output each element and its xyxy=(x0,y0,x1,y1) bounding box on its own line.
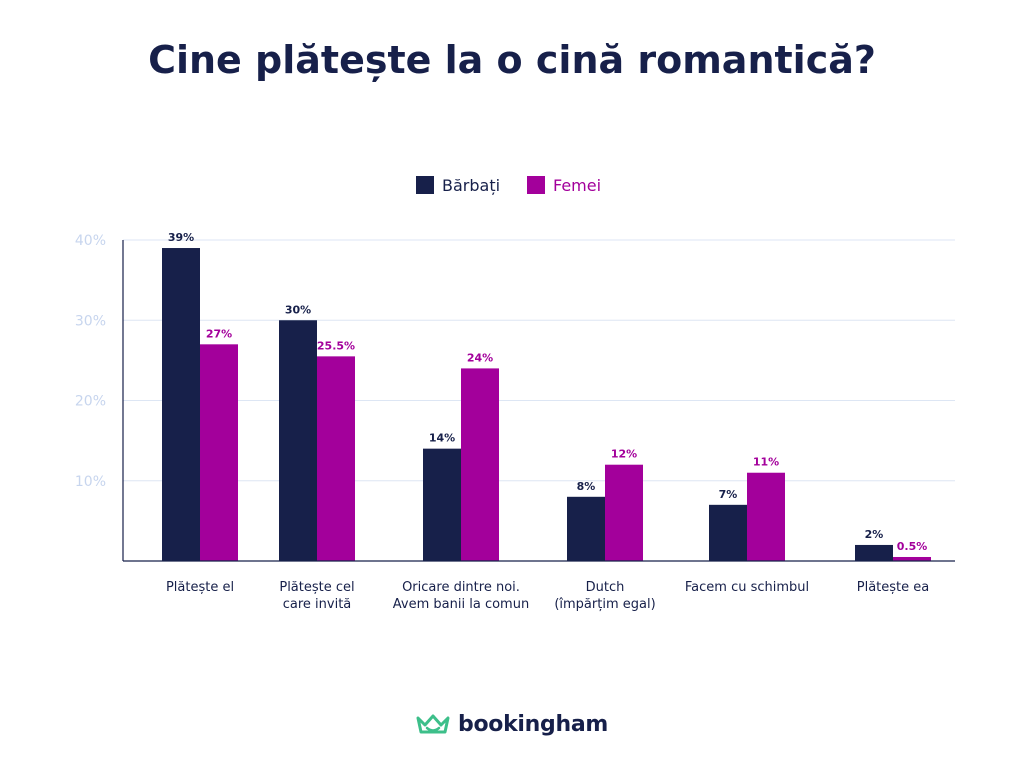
bar-femei xyxy=(317,356,355,561)
y-tick-label: 20% xyxy=(75,394,106,410)
bar-femei xyxy=(461,368,499,561)
category-label-line: care invită xyxy=(283,597,352,612)
legend-swatch xyxy=(527,176,545,194)
category-label: Dutch (împărțim egal) xyxy=(554,580,655,612)
category-label-line: Dutch xyxy=(586,580,625,595)
category-label-line: (împărțim egal) xyxy=(554,597,655,612)
y-tick-label: 40% xyxy=(75,233,106,249)
bar-barbati xyxy=(855,544,893,561)
bar-femei xyxy=(605,464,643,561)
value-label: 8% xyxy=(577,480,596,493)
legend-label: Femei xyxy=(553,176,601,195)
category-label-line: Plătește ea xyxy=(857,580,929,595)
bars xyxy=(162,248,931,561)
legend: Bărbați Femei xyxy=(416,176,601,195)
y-tick-label: 30% xyxy=(75,313,106,329)
category-label-line: Avem banii la comun xyxy=(393,597,529,612)
bar-femei xyxy=(893,556,931,561)
value-label: 24% xyxy=(467,351,493,364)
category-label-line: Plătește el xyxy=(166,580,234,595)
category-label-line: Facem cu schimbul xyxy=(685,580,809,595)
category-label: Plătește ea xyxy=(857,580,929,595)
chart-title: Cine plătește la o cină romantică? xyxy=(148,38,876,82)
bar-barbati xyxy=(162,248,200,561)
value-labels: 39% 30% 14% 8% 7% 2% 27% 25.5% 24% 12% 11% 0.5% xyxy=(168,231,927,553)
value-label: 11% xyxy=(753,456,779,469)
bar-femei xyxy=(200,344,238,561)
legend-swatch xyxy=(416,176,434,194)
value-label: 12% xyxy=(611,448,637,461)
crown-icon xyxy=(416,714,450,733)
value-label: 0.5% xyxy=(897,540,928,553)
value-label: 14% xyxy=(429,432,455,445)
value-label: 7% xyxy=(719,488,738,501)
category-label: Plătește cel care invită xyxy=(279,580,354,612)
category-label: Plătește el xyxy=(166,580,234,595)
category-label: Oricare dintre noi. Avem banii la comun xyxy=(393,580,529,612)
value-label: 30% xyxy=(285,303,311,316)
y-tick-label: 10% xyxy=(75,474,106,490)
value-label: 39% xyxy=(168,231,194,244)
value-label: 27% xyxy=(206,327,232,340)
category-label-line: Oricare dintre noi. xyxy=(402,580,520,595)
bar-barbati xyxy=(423,448,461,561)
value-label: 2% xyxy=(865,528,884,541)
brand-logo: bookingham xyxy=(0,712,1024,737)
bar-barbati xyxy=(567,496,605,561)
y-axis-ticks: 10% 20% 30% 40% xyxy=(75,233,106,490)
bar-barbati xyxy=(709,504,747,561)
bar-femei xyxy=(747,472,785,561)
category-labels: Plătește el Plătește cel care invită Oricar… xyxy=(166,580,929,612)
category-label: Facem cu schimbul xyxy=(685,580,809,595)
grid-lines xyxy=(123,239,955,482)
category-label-line: Plătește cel xyxy=(279,580,354,595)
value-label: 25.5% xyxy=(317,339,355,352)
brand-name: bookingham xyxy=(458,712,608,737)
bar-barbati xyxy=(279,320,317,561)
legend-label: Bărbați xyxy=(442,176,500,195)
